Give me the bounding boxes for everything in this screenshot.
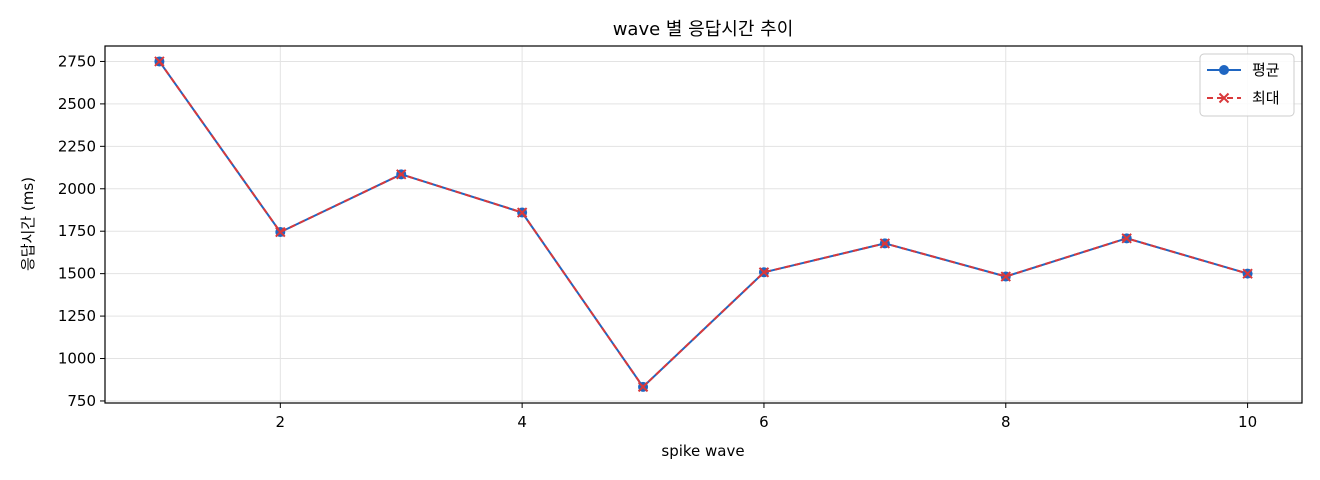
legend-mean-label: 평균 [1252,61,1280,79]
plot-area-frame [104,45,1303,404]
series-max-point [637,381,649,393]
series-max-point [516,207,528,218]
x-tick-label: 8 [1001,413,1011,431]
y-tick-label: 1000 [58,350,96,368]
y-tick-label: 2500 [58,95,96,113]
y-tick-label: 1250 [58,307,96,325]
x-tick-label: 2 [276,413,286,431]
grid-layer [105,46,1302,403]
legend-max-marker [1218,92,1230,104]
y-tick-label: 2750 [58,52,96,70]
y-tick-label: 1750 [58,222,96,240]
series-max-point [154,56,165,67]
y-tick-label: 1500 [58,265,96,283]
legend-mean-marker [1219,65,1229,75]
x-tick-label: 6 [759,413,769,431]
series-max-point [1242,268,1253,279]
y-tick-label: 2000 [58,180,96,198]
x-tick-label: 4 [517,413,527,431]
x-tick-label: 10 [1238,413,1257,431]
series-max-point [1121,233,1132,244]
legend-box [1199,53,1295,117]
series-max-point [879,238,891,249]
series-max-point [1000,271,1011,282]
series-max-point [275,226,286,238]
series-layer [154,56,1253,393]
series-max-line [158,60,1248,388]
tick-layer: 2 4 6 8 10 750 1000 1250 1500 1750 2000 2250 2500 275… [58,52,1257,431]
legend-entry-mean: 평균 [1207,61,1280,79]
chart-title: wave 별 응답시간 추이 [613,19,794,40]
y-tick-label: 2250 [58,137,96,155]
series-max-point [396,169,407,180]
legend: 평균 최대 [1199,53,1295,117]
x-axis-label: spike wave [661,442,744,460]
series-max-point [758,267,770,278]
legend-max-label: 최대 [1252,89,1280,107]
y-tick-label: 750 [67,392,96,410]
y-axis-label: 응답시간 (ms) [19,177,37,271]
legend-entry-max: 최대 [1207,89,1280,107]
